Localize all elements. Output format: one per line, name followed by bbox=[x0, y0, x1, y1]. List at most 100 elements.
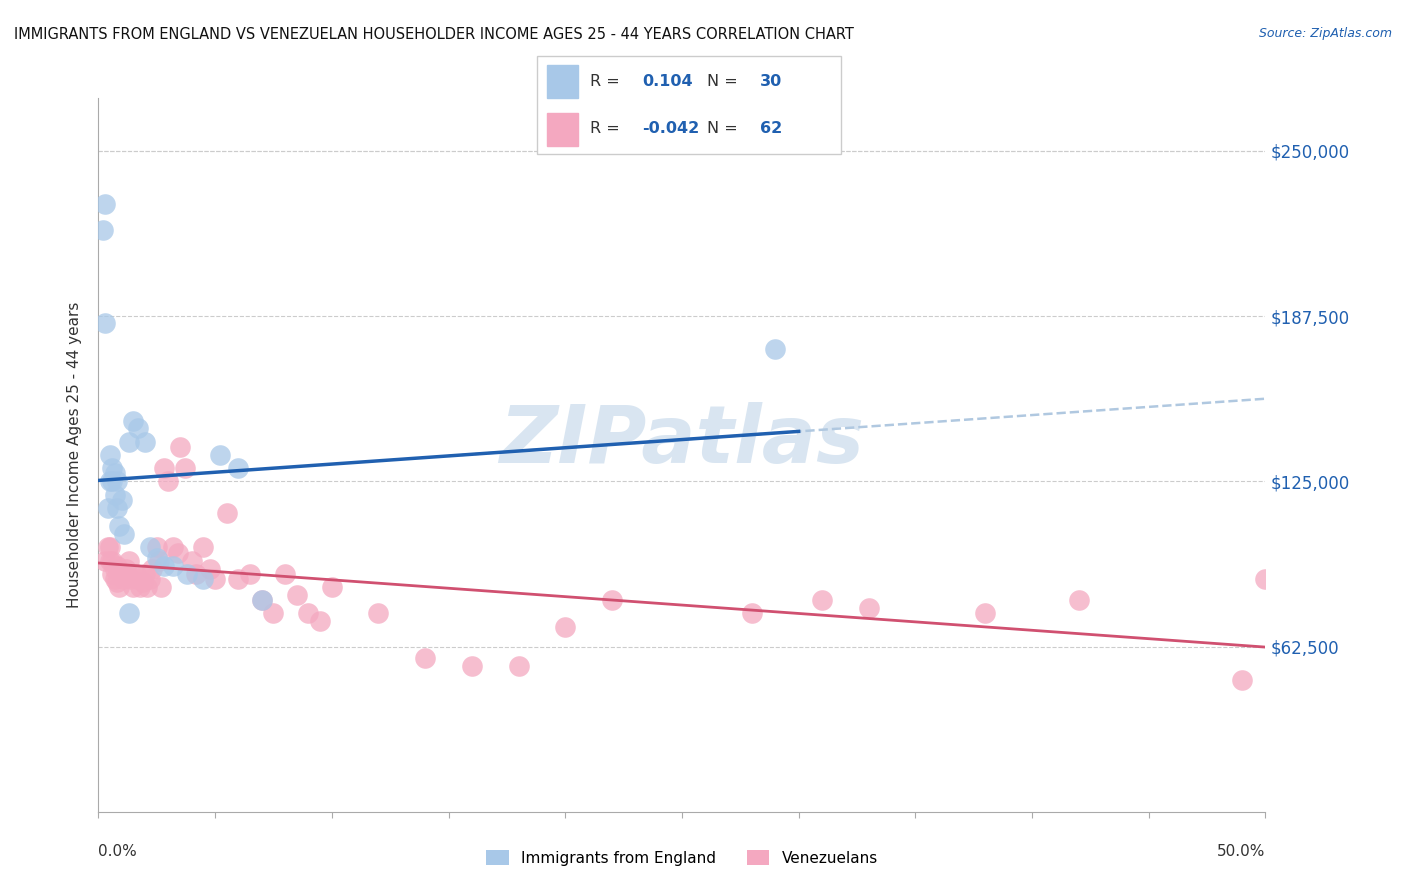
Point bbox=[134, 434, 156, 449]
Point bbox=[104, 467, 127, 481]
Point bbox=[118, 554, 141, 568]
Text: 50.0%: 50.0% bbox=[1218, 844, 1265, 859]
Point bbox=[112, 572, 135, 586]
Point bbox=[129, 580, 152, 594]
Point bbox=[94, 316, 117, 330]
Point bbox=[112, 527, 135, 541]
Point bbox=[139, 541, 162, 555]
Point bbox=[250, 593, 273, 607]
Point bbox=[104, 572, 127, 586]
Text: 0.0%: 0.0% bbox=[98, 844, 138, 859]
Point bbox=[367, 607, 389, 621]
Point bbox=[97, 500, 120, 515]
Point bbox=[200, 561, 222, 575]
Point bbox=[228, 461, 250, 475]
Point bbox=[141, 561, 163, 575]
Point bbox=[162, 541, 184, 555]
Point bbox=[152, 461, 174, 475]
Point bbox=[461, 659, 484, 673]
Point bbox=[105, 475, 128, 489]
Point bbox=[111, 566, 134, 581]
Point bbox=[208, 448, 231, 462]
Point bbox=[193, 541, 215, 555]
Point bbox=[108, 580, 131, 594]
Point bbox=[105, 558, 128, 573]
Text: -0.042: -0.042 bbox=[643, 121, 700, 136]
Bar bbox=[547, 65, 578, 97]
Point bbox=[127, 421, 149, 435]
Legend: Immigrants from England, Venezuelans: Immigrants from England, Venezuelans bbox=[479, 844, 884, 871]
Point bbox=[186, 566, 208, 581]
Point bbox=[148, 554, 170, 568]
Point bbox=[1067, 593, 1090, 607]
Point bbox=[97, 541, 120, 555]
Point bbox=[118, 607, 141, 621]
Text: 62: 62 bbox=[761, 121, 782, 136]
Text: R =: R = bbox=[591, 74, 620, 88]
Point bbox=[98, 554, 121, 568]
Point bbox=[105, 574, 128, 589]
Point bbox=[101, 554, 124, 568]
Point bbox=[239, 566, 262, 581]
Point bbox=[98, 448, 121, 462]
Point bbox=[1254, 572, 1277, 586]
Point bbox=[157, 475, 180, 489]
Bar bbox=[547, 113, 578, 145]
Point bbox=[204, 572, 226, 586]
Point bbox=[309, 615, 332, 629]
Point bbox=[228, 572, 250, 586]
Point bbox=[974, 607, 997, 621]
Point bbox=[98, 541, 121, 555]
Point bbox=[146, 551, 169, 566]
Point bbox=[250, 593, 273, 607]
Point bbox=[122, 413, 145, 427]
Text: ZIPatlas: ZIPatlas bbox=[499, 401, 865, 480]
Point bbox=[101, 475, 124, 489]
Point bbox=[554, 620, 576, 634]
Point bbox=[94, 554, 117, 568]
Point bbox=[169, 440, 191, 454]
Point bbox=[134, 566, 156, 581]
Point bbox=[118, 434, 141, 449]
Point bbox=[741, 607, 763, 621]
Text: N =: N = bbox=[707, 74, 738, 88]
Point bbox=[94, 197, 117, 211]
Point bbox=[262, 607, 284, 621]
Point bbox=[101, 566, 124, 581]
Point bbox=[166, 546, 188, 560]
Text: 0.104: 0.104 bbox=[643, 74, 693, 88]
Text: N =: N = bbox=[707, 121, 738, 136]
Point bbox=[146, 541, 169, 555]
Point bbox=[176, 566, 198, 581]
Point bbox=[215, 506, 238, 520]
Point bbox=[136, 580, 159, 594]
Text: Source: ZipAtlas.com: Source: ZipAtlas.com bbox=[1258, 27, 1392, 40]
Point bbox=[111, 492, 134, 507]
Point bbox=[811, 593, 834, 607]
Point bbox=[274, 566, 297, 581]
Point bbox=[321, 580, 343, 594]
Point bbox=[600, 593, 623, 607]
Text: R =: R = bbox=[591, 121, 620, 136]
Point bbox=[150, 580, 173, 594]
Point bbox=[104, 487, 127, 501]
Point bbox=[125, 566, 148, 581]
Text: IMMIGRANTS FROM ENGLAND VS VENEZUELAN HOUSEHOLDER INCOME AGES 25 - 44 YEARS CORR: IMMIGRANTS FROM ENGLAND VS VENEZUELAN HO… bbox=[14, 27, 853, 42]
Point bbox=[104, 561, 127, 575]
Point bbox=[91, 223, 114, 237]
Point bbox=[173, 461, 195, 475]
Point bbox=[127, 572, 149, 586]
Point bbox=[122, 580, 145, 594]
Point bbox=[132, 574, 155, 589]
Point bbox=[193, 572, 215, 586]
Point bbox=[105, 500, 128, 515]
Point bbox=[508, 659, 530, 673]
Point bbox=[98, 475, 121, 489]
Point bbox=[120, 572, 142, 586]
Point bbox=[108, 519, 131, 533]
Point bbox=[101, 461, 124, 475]
Point bbox=[1230, 673, 1253, 687]
Point bbox=[413, 651, 436, 665]
Point bbox=[180, 554, 202, 568]
FancyBboxPatch shape bbox=[537, 55, 841, 154]
